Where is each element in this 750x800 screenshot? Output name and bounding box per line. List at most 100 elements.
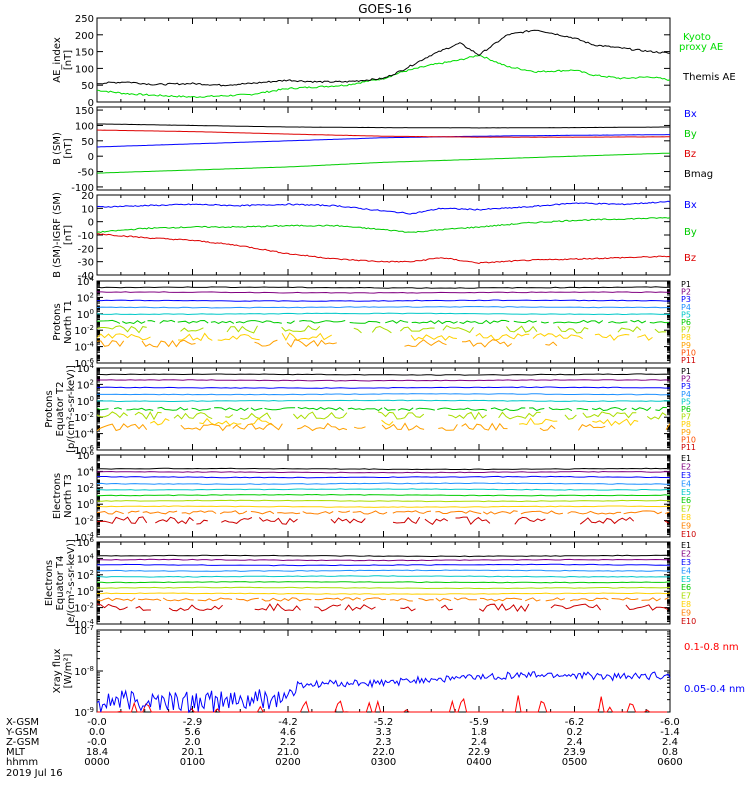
legend-entry: Themis AE [682,72,736,83]
channel-trace-e9 [219,510,248,515]
y-axis-label: ElectronsNorth T3 [52,473,74,519]
x-tick-value: 4.6 [280,727,296,738]
channel-line-p3 [96,386,671,389]
channel-trace-p7 [293,411,348,420]
channel-trace-e9 [389,598,413,602]
y-tick-label: 10-2 [74,515,94,528]
y-tick-label: 20 [81,191,94,202]
panel-frame [96,17,671,103]
channel-trace-p9 [539,424,556,432]
panel-frame [96,280,671,364]
y-tick-label: 10-2 [74,411,94,424]
channel-trace-p9 [665,423,671,430]
x-tick-value: 22.9 [468,747,490,758]
channel-trace-p6 [411,319,458,325]
panel-b-sm: -100 -50 0 50 100 150 B (SM)[nT] [52,106,671,194]
channel-trace-e10 [135,605,151,611]
channel-trace-p6 [214,407,249,412]
channel-trace-e10 [424,518,449,525]
channel-label: P1 [681,367,691,376]
channel-trace-p6 [122,320,146,325]
channel-line-e3 [96,563,670,567]
x-tick-value: 3.3 [376,727,392,738]
channel-trace-e9 [314,597,361,601]
y-tick-label: 0 [88,218,94,229]
channel-line-e3 [96,475,671,479]
channel-label: E2 [681,549,691,558]
channel-label: E1 [681,541,691,550]
channel-line-e2 [96,558,671,562]
x-tick-value: 2.0 [185,737,201,748]
channel-trace-p8 [594,333,630,341]
channel-trace-e10 [478,603,530,613]
figure-title: GOES-16 [358,2,412,16]
channel-trace-p6 [264,407,296,411]
channel-trace-e9 [435,597,452,602]
series-line-kyoto-proxy-ae [96,54,671,98]
x-tick-value: -6.2 [565,717,585,728]
channel-line-p1 [97,373,671,376]
channel-label: E7 [681,505,691,514]
channel-trace-p8 [637,334,653,341]
channel-trace-p9 [141,339,196,348]
x-tick-value: -2.9 [183,717,203,728]
channel-trace-p8 [532,333,583,340]
channel-trace-p8 [381,419,394,426]
channel-line-p3 [97,299,671,302]
y-tick-label: 102 [77,291,94,304]
x-tick-value: 0.2 [567,727,583,738]
channel-trace-p7 [506,325,538,333]
legend-entry: By [684,227,697,238]
series-line-by [96,216,671,234]
channel-trace-e9 [96,597,136,602]
legend-entry: Bmag [684,169,713,180]
channel-trace-p8 [592,418,639,427]
y-tick-label: 106 [77,449,95,462]
x-tick-value: 0000 [84,757,109,768]
y-tick-label: 50 [81,137,94,148]
channel-label: P4 [681,303,691,312]
panel-frame [96,106,671,191]
channel-trace-e9 [261,597,312,602]
channel-label: P10 [681,348,696,357]
channel-trace-p7 [134,411,162,421]
channel-trace-p9 [96,340,125,348]
channel-trace-p6 [235,320,282,324]
channel-trace-e9 [142,510,178,515]
channel-trace-p8 [96,333,151,341]
x-tick-value: 2.2 [280,737,296,748]
x-tick-value: 2.4 [471,737,487,748]
channel-trace-p7 [240,412,272,420]
channel-trace-e10 [168,604,223,612]
channel-label: E4 [681,479,691,488]
channel-trace-e10 [392,516,421,525]
x-row-label: hhmm [6,757,38,768]
channel-label: P5 [681,397,691,406]
x-tick-value: 0500 [562,757,587,768]
channel-trace-p9 [232,422,283,431]
channel-trace-p9 [381,422,425,431]
channel-trace-p9 [96,423,148,432]
channel-trace-e10 [579,516,635,525]
y-tick-label: 200 [75,31,94,42]
legend-panel-2: Bx By Bz [684,200,697,264]
channel-trace-e10 [550,603,601,611]
channel-line-p5 [96,399,671,403]
channel-trace-p6 [655,406,667,412]
legend-entry: Bz [684,149,696,160]
channel-trace-p7 [225,414,234,418]
channel-trace-p6 [649,321,669,324]
x-tick-value: 5.6 [185,727,201,738]
channel-label: P3 [681,295,691,304]
channel-line-e6 [97,581,671,584]
y-axis-label: B (SM)-IGRF (SM)[nT] [52,192,74,278]
channel-trace-p7 [96,325,147,334]
channel-trace-e9 [352,510,388,515]
channel-label: E8 [681,600,691,609]
channel-trace-p7 [281,325,321,333]
channel-trace-p6 [459,319,510,325]
channel-line-e4 [97,569,671,572]
channel-label: E7 [681,592,691,601]
